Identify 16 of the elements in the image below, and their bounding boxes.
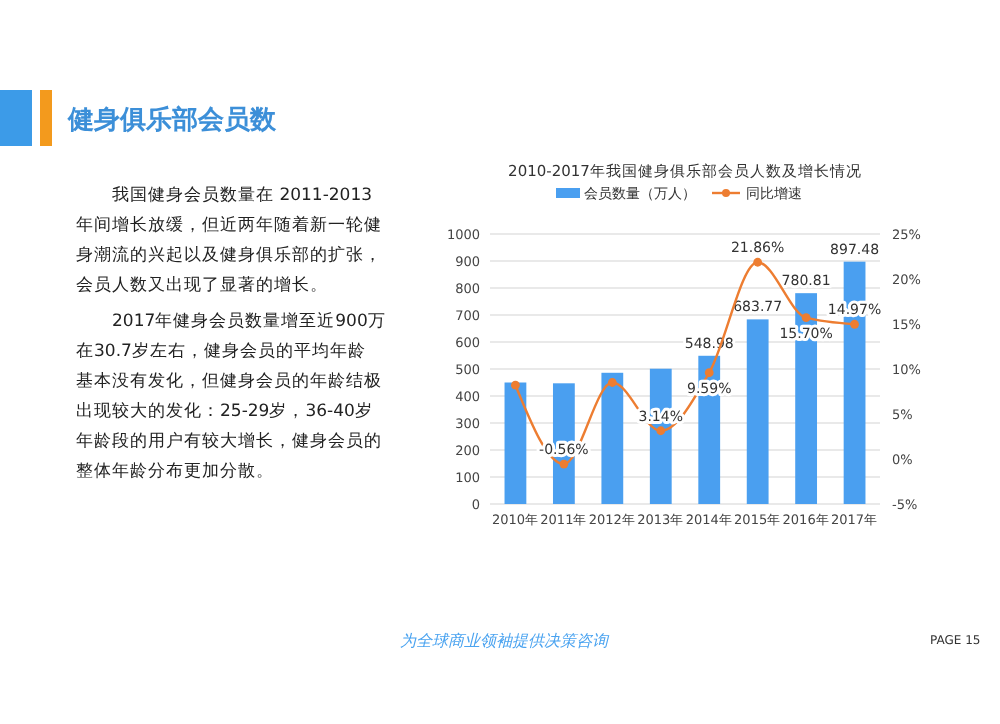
point bbox=[656, 426, 666, 436]
point bbox=[559, 459, 569, 469]
point bbox=[753, 257, 763, 267]
text: 2017年健身会员数量增至近900万 bbox=[76, 310, 386, 332]
point bbox=[704, 368, 714, 378]
point bbox=[801, 313, 811, 323]
bar bbox=[601, 372, 624, 504]
text: 健身俱乐部会员数 bbox=[66, 104, 278, 136]
point bbox=[607, 378, 617, 387]
point bbox=[511, 380, 520, 390]
bar bbox=[746, 319, 769, 504]
text: 在30.7岁左右，健身会员的平均年龄基本没有发化，但健身会员的年龄结极出现较大的发化：25-29岁，36-40岁年龄段的用户有较大增长，健身会员的整体年龄分布更加分散。 bbox=[76, 340, 382, 482]
point bbox=[850, 319, 859, 329]
text: 为全球商业领袖提供决策咨询 bbox=[400, 632, 610, 650]
bar bbox=[504, 382, 527, 504]
text: 我国健身会员数量在 2011-2013年间增长放缓，但近两年随着新一轮健身潮流的兴起以及健身俱乐部的扩张，会员人数又出现了显著的增长。 bbox=[76, 184, 382, 296]
